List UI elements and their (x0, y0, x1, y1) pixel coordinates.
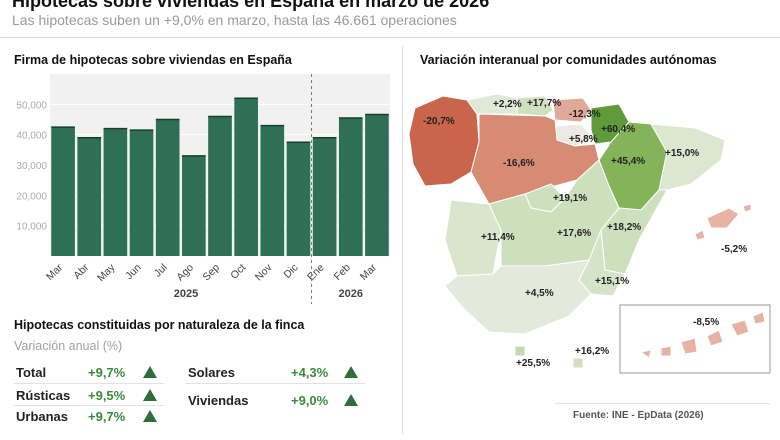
x-tick-label: Oct (228, 262, 248, 282)
region-value-label: +15,1% (595, 276, 629, 287)
x-tick-label: Dic (281, 262, 300, 281)
column-divider (402, 46, 403, 434)
year-label: 2025 (174, 288, 198, 300)
bar (286, 142, 311, 256)
page-subtitle: Las hipotecas suben un +9,0% en marzo, h… (12, 12, 457, 28)
region-value-label: +19,1% (553, 193, 587, 204)
region-value-label: +25,5% (516, 358, 550, 369)
region-canarias (639, 311, 766, 359)
row-divider (14, 383, 164, 384)
row-value-urbanas: +9,7% (88, 409, 126, 424)
x-tick-label: Jul (152, 262, 170, 280)
region-value-label: +15,0% (665, 148, 699, 159)
y-tick-label: 40,000 (16, 131, 47, 142)
y-tick-label: 10,000 (16, 222, 47, 233)
bar (103, 128, 128, 256)
bar (51, 127, 75, 256)
source-divider (555, 403, 770, 404)
x-tick-label: Sep (200, 262, 222, 284)
region-cantabria (516, 95, 554, 117)
row-label-rusticas: Rústicas (16, 388, 71, 403)
row-value-solares: +4,3% (291, 365, 329, 380)
bar (365, 114, 389, 256)
row-divider (185, 383, 365, 384)
bar (182, 155, 206, 256)
region-value-label: +11,4% (481, 232, 515, 243)
region-value-label: +60,4% (601, 124, 635, 135)
bar (77, 137, 102, 256)
region-galicia (408, 95, 480, 187)
year-label: 2026 (339, 288, 363, 300)
region-pais-vasco (552, 97, 592, 123)
x-tick-label: Feb (332, 262, 353, 283)
x-tick-label: Jun (123, 262, 144, 283)
region-baleares (694, 203, 752, 241)
region-value-label: -5,2% (721, 244, 747, 255)
row-label-total: Total (16, 365, 47, 380)
table-title: Hipotecas constituidas por naturaleza de… (14, 318, 305, 332)
trend-up-icon (344, 394, 358, 406)
region-melilla (572, 357, 584, 369)
x-tick-label: Ago (174, 262, 196, 284)
region-value-label: +18,2% (607, 222, 641, 233)
bar (338, 117, 363, 256)
x-tick-label: Ene (305, 262, 327, 284)
region-value-label: +17,6% (557, 228, 591, 239)
row-divider (14, 405, 164, 406)
bar (129, 130, 154, 256)
region-value-label: -16,6% (503, 158, 535, 169)
region-value-label: -12,3% (569, 109, 601, 120)
bar (312, 137, 337, 256)
region-value-label: +2,2% (493, 99, 522, 110)
row-value-rusticas: +9,5% (88, 388, 126, 403)
row-value-total: +9,7% (88, 365, 126, 380)
region-map: -20,7% +2,2% +17,7% -12,3%+60,4%+5,8% -16,6%… (408, 93, 771, 374)
region-ceuta (514, 345, 526, 357)
region-cataluna (650, 123, 726, 191)
row-label-urbanas: Urbanas (16, 409, 69, 424)
region-value-label: -8,5% (693, 317, 719, 328)
y-tick-label: 30,000 (16, 161, 47, 172)
header-divider (0, 37, 780, 38)
region-value-label: +45,4% (611, 156, 645, 167)
bar (208, 116, 232, 256)
y-tick-label: 20,000 (16, 191, 47, 202)
page-title: Hipotecas sobre viviendas en España en m… (12, 0, 490, 11)
region-andalucia (444, 259, 592, 335)
source-note: Fuente: INE - EpData (2026) (573, 410, 704, 421)
bar (260, 125, 285, 256)
map-title: Variación interanual por comunidades aut… (420, 53, 717, 67)
bar (155, 119, 180, 256)
row-value-viviendas: +9,0% (291, 393, 329, 408)
row-label-viviendas: Viviendas (188, 393, 249, 408)
canarias-inset-frame (619, 304, 771, 374)
x-tick-label: Mar (44, 261, 66, 283)
bar-chart-title: Firma de hipotecas sobre viviendas en Es… (14, 53, 292, 67)
x-tick-label: May (95, 261, 118, 284)
x-tick-label: Mar (358, 261, 380, 283)
region-value-label: +5,8% (569, 134, 598, 145)
region-value-label: +4,5% (525, 288, 554, 299)
region-value-label: +16,2% (575, 346, 609, 357)
y-tick-label: 50,000 (16, 100, 47, 111)
trend-up-icon (143, 389, 157, 401)
trend-up-icon (143, 410, 157, 422)
x-tick-label: Abr (71, 261, 91, 281)
region-value-label: -20,7% (423, 116, 455, 127)
region-value-label: +17,7% (527, 98, 561, 109)
row-label-solares: Solares (188, 365, 235, 380)
trend-up-icon (344, 366, 358, 378)
bar (234, 98, 258, 256)
x-tick-label: Nov (253, 261, 275, 283)
trend-up-icon (143, 366, 157, 378)
table-subtitle: Variación anual (%) (14, 339, 123, 353)
